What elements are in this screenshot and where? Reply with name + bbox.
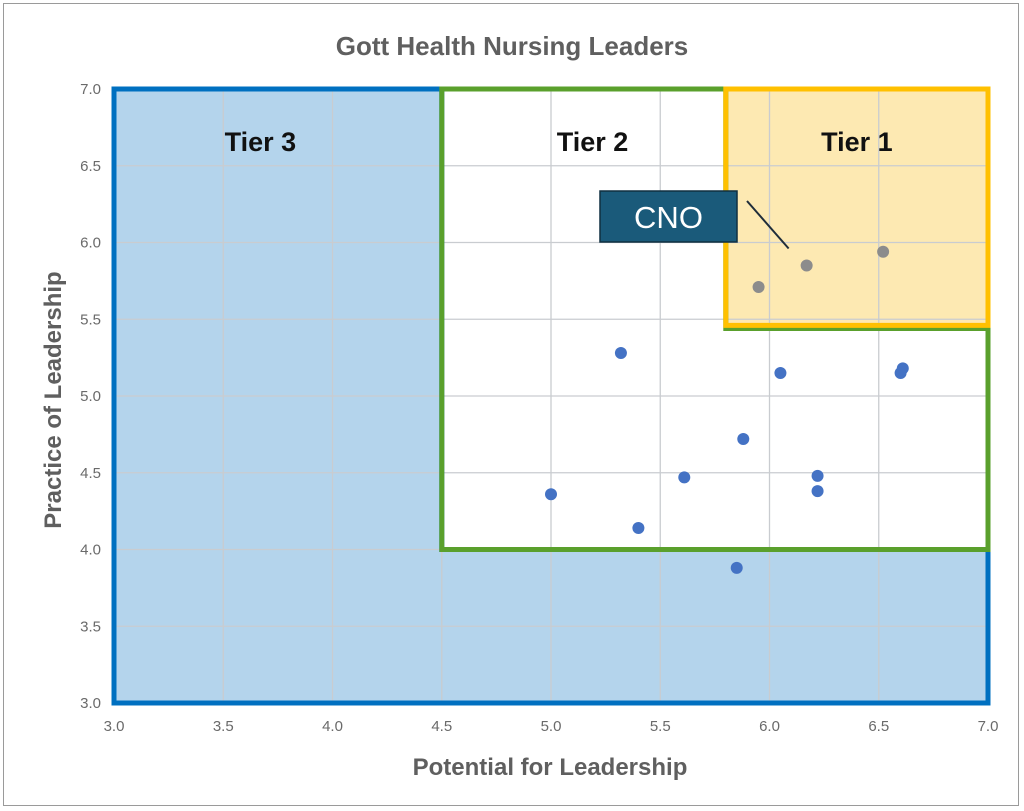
data-point xyxy=(730,561,743,574)
y-tick-label: 6.5 xyxy=(80,158,101,175)
y-tick-labels: 3.0 3.5 4.0 4.5 5.0 5.5 6.0 6.5 7.0 xyxy=(80,81,101,712)
data-point xyxy=(800,259,813,272)
y-tick-label: 4.0 xyxy=(80,542,101,559)
cno-label: CNO xyxy=(634,200,703,235)
x-tick-label: 5.0 xyxy=(541,718,562,735)
chart-frame: Gott Health Nursing Leaders 3.0 3.5 4.0 4.5… xyxy=(3,3,1019,806)
y-tick-label: 6.0 xyxy=(80,235,101,252)
tier-border-2 xyxy=(439,86,991,552)
x-axis-label: Potential for Leadership xyxy=(413,754,688,781)
y-tick-label: 5.0 xyxy=(80,388,101,405)
x-tick-label: 5.5 xyxy=(650,718,671,735)
data-point xyxy=(752,281,765,294)
data-point xyxy=(737,432,750,445)
data-point xyxy=(545,488,557,501)
data-point xyxy=(811,469,824,482)
tier-label-2: Tier 2 xyxy=(557,127,629,157)
x-tick-labels: 3.0 3.5 4.0 4.5 5.0 5.5 6.0 6.5 7.0 xyxy=(104,718,999,735)
data-point xyxy=(614,347,627,360)
tier-borders xyxy=(111,86,991,706)
cno-leader-line xyxy=(746,200,790,250)
data-point xyxy=(811,485,824,498)
x-tick-label: 6.0 xyxy=(759,718,780,735)
y-tick-label: 4.5 xyxy=(80,465,101,482)
data-point xyxy=(678,471,691,484)
tier-fill-3 xyxy=(725,89,988,326)
y-tick-label: 3.0 xyxy=(80,695,101,712)
tier-labels: Tier 3 Tier 2 Tier 1 xyxy=(225,127,893,157)
x-tick-label: 3.0 xyxy=(104,718,125,735)
data-point xyxy=(774,366,787,379)
y-tick-label: 3.5 xyxy=(80,618,101,635)
tier-label-3: Tier 1 xyxy=(821,127,893,157)
x-tick-label: 7.0 xyxy=(978,718,999,735)
cno-annotation: CNO xyxy=(599,190,790,250)
x-tick-label: 4.0 xyxy=(322,718,343,735)
x-tick-label: 6.5 xyxy=(868,718,889,735)
data-point xyxy=(877,245,890,258)
data-points xyxy=(545,245,909,574)
x-tick-label: 4.5 xyxy=(431,718,452,735)
data-point xyxy=(632,522,645,535)
tier-border-3 xyxy=(723,86,991,328)
scatter-chart: Gott Health Nursing Leaders 3.0 3.5 4.0 4.5… xyxy=(40,31,999,781)
data-point xyxy=(896,362,909,375)
y-axis-label: Practice of Leadership xyxy=(40,271,67,528)
y-tick-label: 5.5 xyxy=(80,311,101,328)
cno-box xyxy=(599,190,738,243)
tier-label-1: Tier 3 xyxy=(225,127,297,157)
y-tick-label: 7.0 xyxy=(80,81,101,98)
x-tick-label: 3.5 xyxy=(213,718,234,735)
chart-title: Gott Health Nursing Leaders xyxy=(336,31,689,61)
